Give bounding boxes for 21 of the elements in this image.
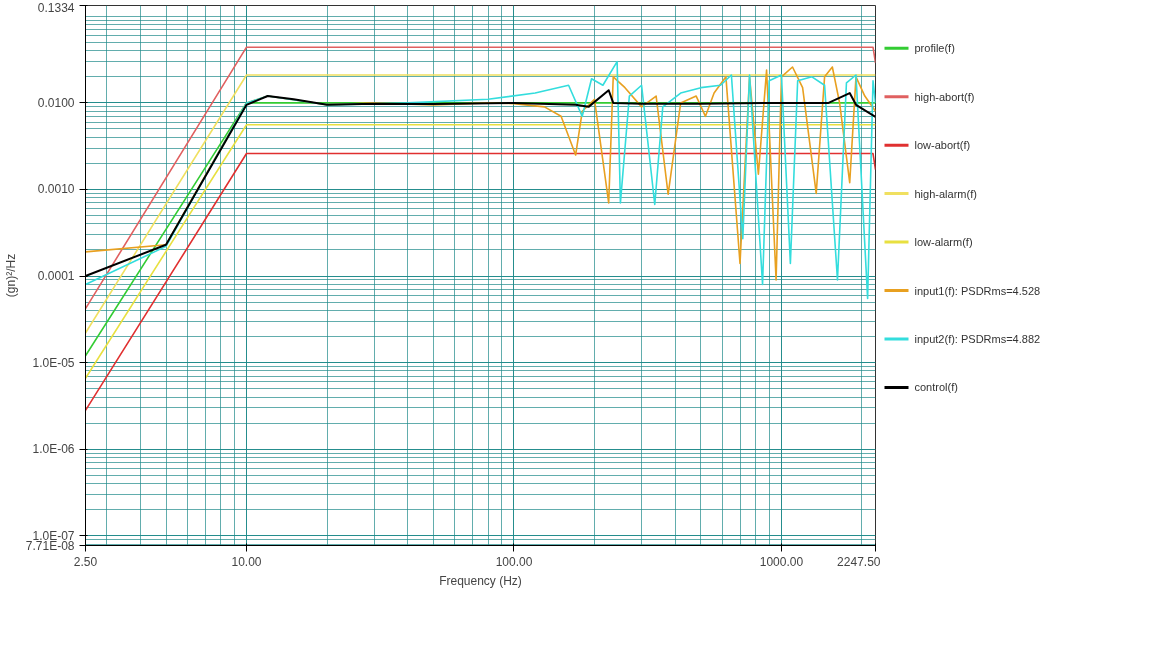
legend-label: input2(f): PSDRms=4.882	[914, 332, 1041, 345]
legend-label: high-abort(f)	[914, 90, 975, 103]
legend-label: profile(f)	[914, 42, 955, 55]
x-tick-label: 2.50	[73, 554, 98, 569]
x-tick-label: 100.00	[495, 554, 533, 569]
x-tick-label: 1000.00	[759, 554, 804, 569]
y-tick-label: 1.0E-05	[32, 355, 75, 370]
legend-label: low-alarm(f)	[914, 236, 973, 249]
legend-label: low-abort(f)	[914, 139, 971, 152]
legend-label: input1(f): PSDRms=4.528	[914, 284, 1041, 297]
y-axis-title: (gn)²/Hz	[3, 253, 18, 298]
y-tick-label: 0.0100	[37, 95, 75, 110]
legend-label: control(f)	[914, 381, 958, 394]
legend-label: high-alarm(f)	[914, 187, 977, 200]
x-tick-label: 10.00	[231, 554, 262, 569]
y-tick-label: 0.1334	[37, 0, 75, 15]
y-tick-label: 0.0001	[37, 269, 75, 284]
y-tick-label: 1.0E-06	[32, 442, 75, 457]
x-tick-label: 2247.50	[837, 554, 881, 569]
x-axis-title: Frequency (Hz)	[439, 573, 522, 588]
y-tick-label: 0.0010	[37, 182, 75, 197]
